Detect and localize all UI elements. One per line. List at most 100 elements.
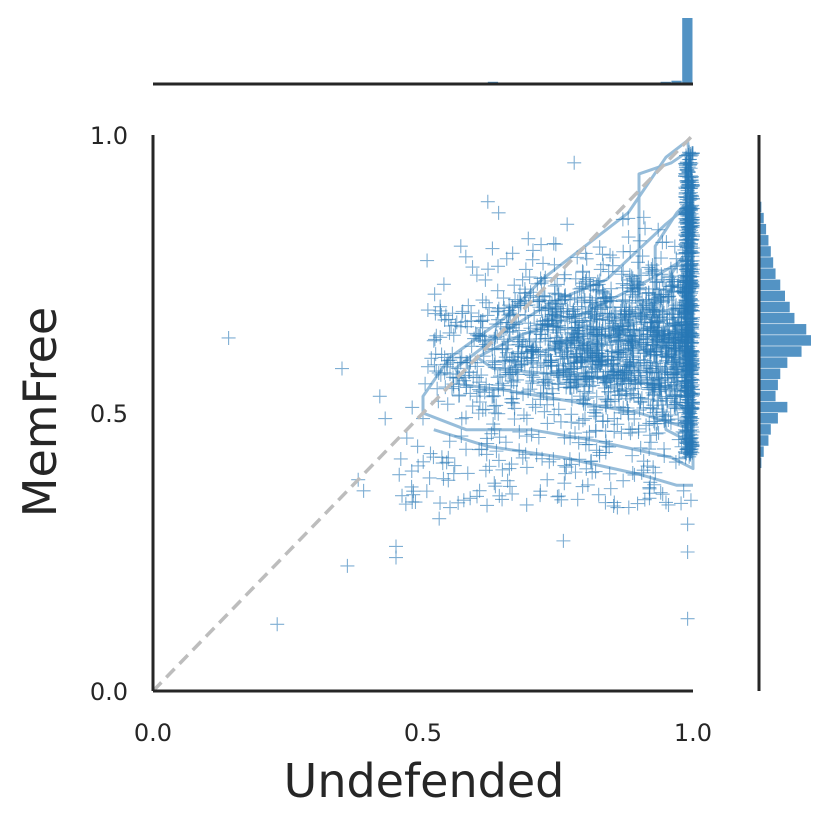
scatter-point (583, 300, 598, 315)
scatter-point (538, 349, 553, 364)
scatter-point (426, 333, 441, 348)
scatter-point (491, 378, 506, 393)
scatter-point (591, 487, 606, 502)
scatter-point (405, 400, 420, 415)
scatter-point (405, 494, 420, 509)
scatter-point (610, 377, 625, 392)
scatter-point (580, 343, 595, 358)
scatter-point (685, 266, 700, 281)
scatter-point (606, 498, 621, 513)
scatter-point (546, 236, 561, 251)
scatter-point (643, 435, 658, 450)
scatter-point (548, 319, 563, 334)
scatter-point (500, 473, 515, 488)
scatter-point (541, 301, 556, 316)
scatter-point (681, 165, 696, 180)
scatter-point (502, 479, 517, 494)
scatter-point (590, 370, 605, 385)
scatter-point (632, 403, 647, 418)
y-hist-bar (759, 246, 771, 257)
scatter-point (572, 342, 587, 357)
scatter-point (600, 394, 615, 409)
scatter-point (495, 462, 510, 477)
scatter-point (667, 239, 682, 254)
scatter-point (550, 489, 565, 504)
scatter-point (646, 388, 661, 403)
scatter-point (427, 287, 442, 302)
scatter-point (657, 441, 672, 456)
scatter-point (634, 465, 649, 480)
scatter-point (592, 348, 607, 363)
scatter-point (427, 357, 442, 372)
scatter-point (406, 484, 421, 499)
scatter-point (558, 288, 573, 303)
scatter-point (498, 341, 513, 356)
scatter-point (630, 496, 645, 511)
scatter-point (635, 249, 650, 264)
scatter-point (674, 439, 689, 454)
scatter-point (534, 322, 549, 337)
scatter-point (399, 431, 414, 446)
scatter-point (575, 413, 590, 428)
scatter-point (611, 333, 626, 348)
scatter-point (433, 330, 448, 345)
scatter-point (685, 146, 700, 161)
y-hist-bar (759, 324, 807, 335)
scatter-point (685, 322, 700, 337)
scatter-point (561, 372, 576, 387)
scatter-point (681, 219, 696, 234)
scatter-point (611, 345, 626, 360)
scatter-point (651, 425, 666, 440)
scatter-point (389, 550, 403, 565)
x-hist-bar (671, 80, 682, 84)
scatter-point (420, 303, 435, 318)
scatter-point (419, 484, 434, 499)
scatter-point (571, 323, 586, 338)
scatter-point (627, 325, 642, 340)
scatter-point (642, 365, 657, 380)
scatter-point (437, 312, 452, 327)
scatter-point (683, 430, 698, 445)
scatter-point (541, 342, 556, 357)
scatter-point (546, 452, 561, 467)
scatter-point (395, 488, 410, 503)
scatter-point (504, 395, 519, 410)
scatter-point (621, 230, 636, 245)
scatter-point (587, 307, 602, 322)
scatter-point (614, 267, 629, 282)
scatter-point (519, 411, 534, 426)
y-hist-bar (759, 223, 767, 235)
scatter-point (442, 434, 457, 449)
scatter-point (606, 300, 621, 315)
y-hist-bar (759, 379, 778, 391)
scatter-point (575, 264, 590, 279)
scatter-point (579, 430, 594, 445)
scatter-point (565, 307, 580, 322)
scatter-point (443, 367, 457, 382)
scatter-point (442, 325, 457, 340)
scatter-point (632, 233, 647, 248)
scatter-point (418, 376, 433, 391)
scatter-point (490, 304, 505, 319)
scatter-point (423, 446, 438, 461)
scatter-point (652, 282, 667, 297)
scatter-point (492, 430, 507, 445)
scatter-point (574, 302, 589, 317)
scatter-point (523, 285, 538, 300)
scatter-point (630, 281, 645, 296)
y-hist-bar (759, 335, 811, 346)
scatter-point (410, 439, 425, 454)
scatter-point (404, 479, 419, 494)
scatter-point (668, 401, 683, 416)
scatter-point (481, 262, 496, 277)
scatter-point (555, 352, 570, 367)
scatter-point (502, 461, 517, 476)
scatter-point (607, 352, 622, 367)
scatter-point (588, 464, 603, 479)
scatter-point (630, 340, 645, 355)
scatter-point (655, 235, 670, 250)
scatter-point (557, 476, 572, 491)
scatter-point (683, 493, 698, 508)
scatter-point (655, 272, 670, 287)
scatter-point (493, 369, 508, 384)
